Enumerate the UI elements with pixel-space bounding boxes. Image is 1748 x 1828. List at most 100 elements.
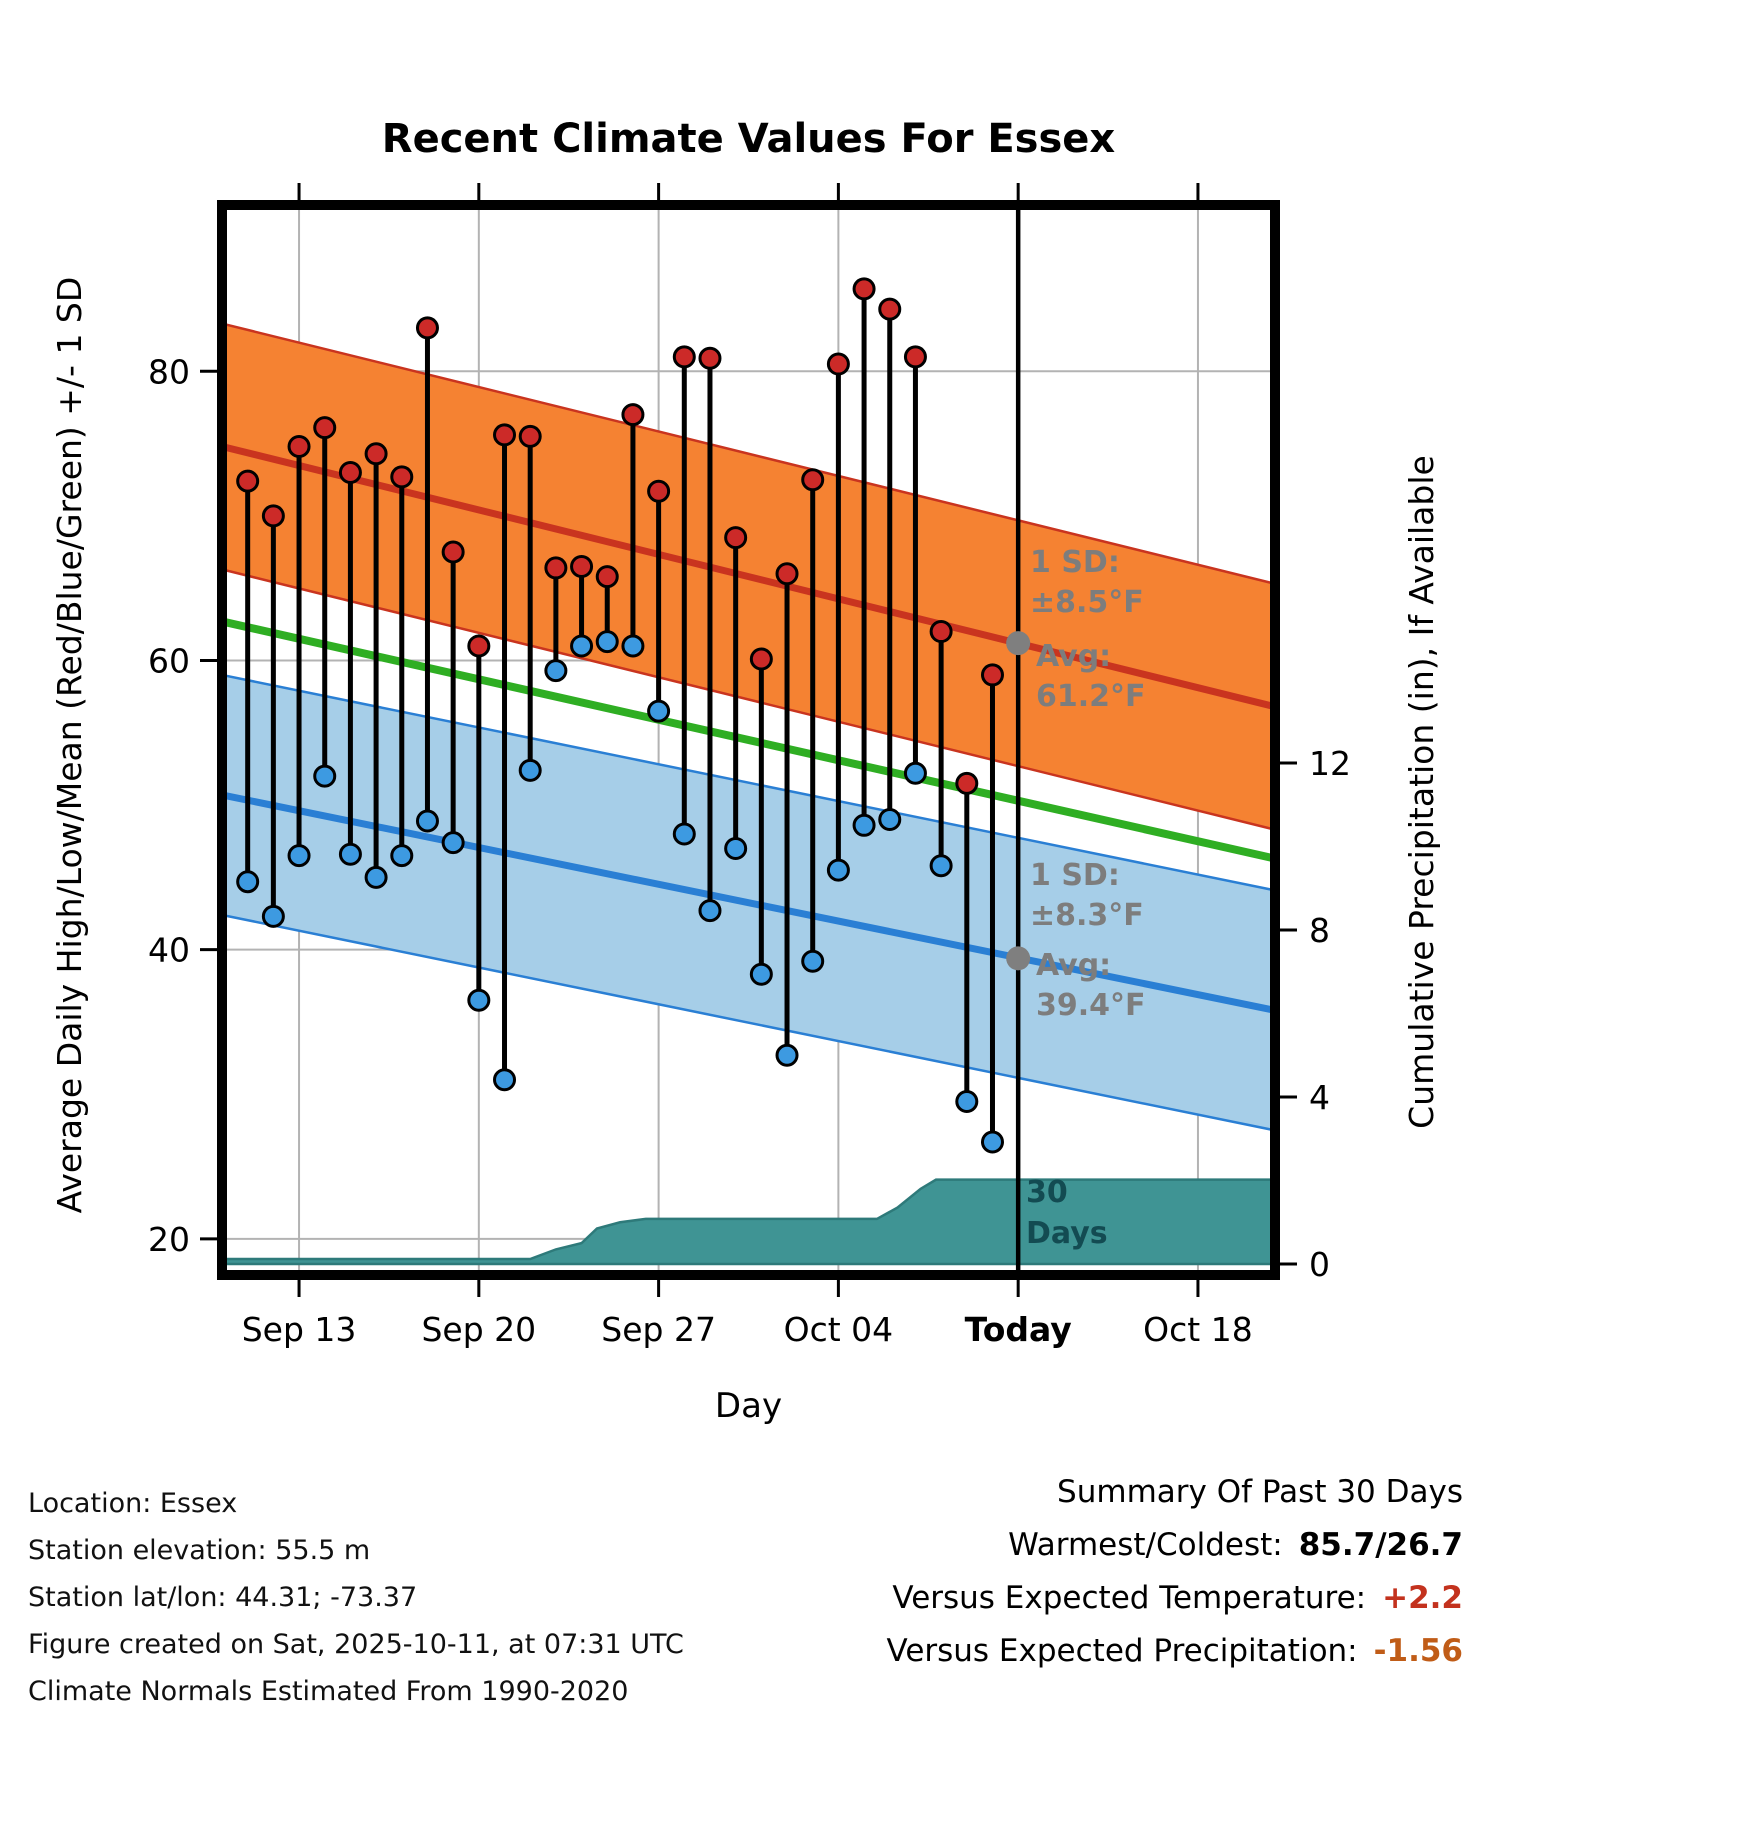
daily-low-dot (570, 634, 594, 658)
low-sd-line1: 1 SD: (1030, 858, 1120, 893)
climate-normals-note: Climate Normals Estimated From 1990-2020 (28, 1676, 629, 1707)
y-left-tick-label: 20 (148, 1220, 190, 1259)
daily-low-dot (441, 831, 465, 855)
daily-high-dot (903, 345, 927, 369)
high-sd-annotation: 1 SD: ±8.5°F (1030, 543, 1144, 623)
summary-row-vs-temperature: Versus Expected Temperature: +2.2 (763, 1572, 1463, 1625)
daily-high-dot (980, 663, 1004, 687)
daily-low-dot (852, 813, 876, 837)
summary-value: -1.56 (1373, 1633, 1463, 1669)
avg-low-marker (1006, 946, 1031, 971)
daily-high-dot (441, 540, 465, 564)
daily-high-dot (929, 620, 953, 644)
x-tick-label: Sep 13 (242, 1310, 357, 1349)
summary-label: Versus Expected Temperature: (892, 1580, 1367, 1616)
daily-high-dot (313, 416, 337, 440)
high-avg-line1: Avg: (1036, 639, 1112, 674)
low-avg-line1: Avg: (1036, 948, 1112, 983)
daily-high-dot (415, 316, 439, 340)
daily-high-dot (518, 424, 542, 448)
daily-low-dot (364, 865, 388, 889)
y-left-tick-label: 60 (148, 641, 190, 680)
plot-border (217, 200, 1280, 1280)
station-latlon: Station lat/lon: 44.31; -73.37 (28, 1582, 418, 1613)
daily-low-dot (390, 844, 414, 868)
daily-high-dot (236, 469, 260, 493)
daily-low-dot (672, 822, 696, 846)
daily-low-dot (338, 842, 362, 866)
summary-value: 85.7/26.7 (1298, 1527, 1463, 1563)
high-sd-line2: ±8.5°F (1030, 585, 1144, 620)
summary-row-vs-precipitation: Versus Expected Precipitation: -1.56 (763, 1625, 1463, 1678)
daily-low-dot (236, 870, 260, 894)
daily-low-dot (518, 758, 542, 782)
daily-low-dot (544, 659, 568, 683)
normal-high-line (221, 443, 1276, 711)
daily-high-dot (364, 442, 388, 466)
y-right-tick-label: 12 (1309, 744, 1351, 783)
daily-low-dot (801, 949, 825, 973)
precip-label-line2: Days (1026, 1216, 1108, 1251)
daily-high-dot (570, 554, 594, 578)
low-sd-annotation: 1 SD: ±8.3°F (1030, 856, 1144, 936)
daily-high-dot (287, 434, 311, 458)
y-left-tick-label: 40 (148, 931, 190, 970)
x-axis-label: Day (714, 1386, 783, 1426)
daily-low-dot (621, 634, 645, 658)
daily-low-dot (980, 1130, 1004, 1154)
daily-high-dot (775, 562, 799, 586)
summary-label: Warmest/Coldest: (1008, 1527, 1283, 1563)
x-tick-label: Today (965, 1310, 1072, 1349)
precip-label-line1: 30 (1026, 1175, 1068, 1210)
summary-panel: Summary Of Past 30 Days Warmest/Coldest:… (763, 1466, 1463, 1678)
daily-low-dot (955, 1089, 979, 1113)
x-tick-label: Sep 20 (421, 1310, 536, 1349)
y-right-tick-label: 0 (1309, 1245, 1330, 1284)
daily-low-dot (493, 1068, 517, 1092)
daily-high-dot (621, 403, 645, 427)
daily-high-dot (261, 504, 285, 528)
summary-value: +2.2 (1382, 1580, 1463, 1616)
station-location: Location: Essex (28, 1488, 238, 1519)
low-avg-line2: 39.4°F (1036, 988, 1146, 1023)
daily-high-dot (724, 526, 748, 550)
avg-high-marker (1006, 631, 1031, 656)
daily-high-dot (672, 345, 696, 369)
daily-low-dot (261, 904, 285, 928)
daily-low-dot (903, 761, 927, 785)
normal-low-line (221, 791, 1276, 1014)
summary-label: Versus Expected Precipitation: (886, 1633, 1358, 1669)
station-elevation: Station elevation: 55.5 m (28, 1535, 371, 1566)
figure-created: Figure created on Sat, 2025-10-11, at 07… (28, 1629, 684, 1660)
x-tick-label: Oct 04 (784, 1310, 894, 1349)
low-avg-annotation: Avg: 39.4°F (1036, 946, 1146, 1026)
daily-low-dot (467, 988, 491, 1012)
high-avg-line2: 61.2°F (1036, 679, 1146, 714)
daily-high-dot (852, 277, 876, 301)
daily-low-dot (313, 764, 337, 788)
chart-title: Recent Climate Values For Essex (381, 116, 1116, 162)
station-info: Location: Essex Station elevation: 55.5 … (28, 1480, 788, 1715)
daily-low-dot (775, 1043, 799, 1067)
daily-high-dot (544, 556, 568, 580)
low-sd-line2: ±8.3°F (1030, 898, 1144, 933)
daily-low-dot (878, 808, 902, 832)
daily-low-dot (415, 809, 439, 833)
summary-title: Summary Of Past 30 Days (1057, 1474, 1463, 1510)
daily-high-dot (955, 771, 979, 795)
daily-high-dot (338, 461, 362, 484)
high-avg-annotation: Avg: 61.2°F (1036, 637, 1146, 717)
daily-high-dot (493, 423, 517, 447)
daily-high-dot (467, 634, 491, 658)
daily-high-dot (749, 647, 773, 671)
daily-high-dot (801, 468, 825, 492)
daily-high-dot (390, 465, 414, 489)
daily-low-dot (724, 836, 748, 860)
daily-low-dot (647, 699, 671, 723)
daily-low-dot (595, 630, 619, 654)
daily-high-dot (878, 297, 902, 321)
y-right-tick-label: 8 (1309, 911, 1330, 950)
summary-row-warmest-coldest: Warmest/Coldest: 85.7/26.7 (763, 1519, 1463, 1572)
x-tick-label: Sep 27 (601, 1310, 716, 1349)
